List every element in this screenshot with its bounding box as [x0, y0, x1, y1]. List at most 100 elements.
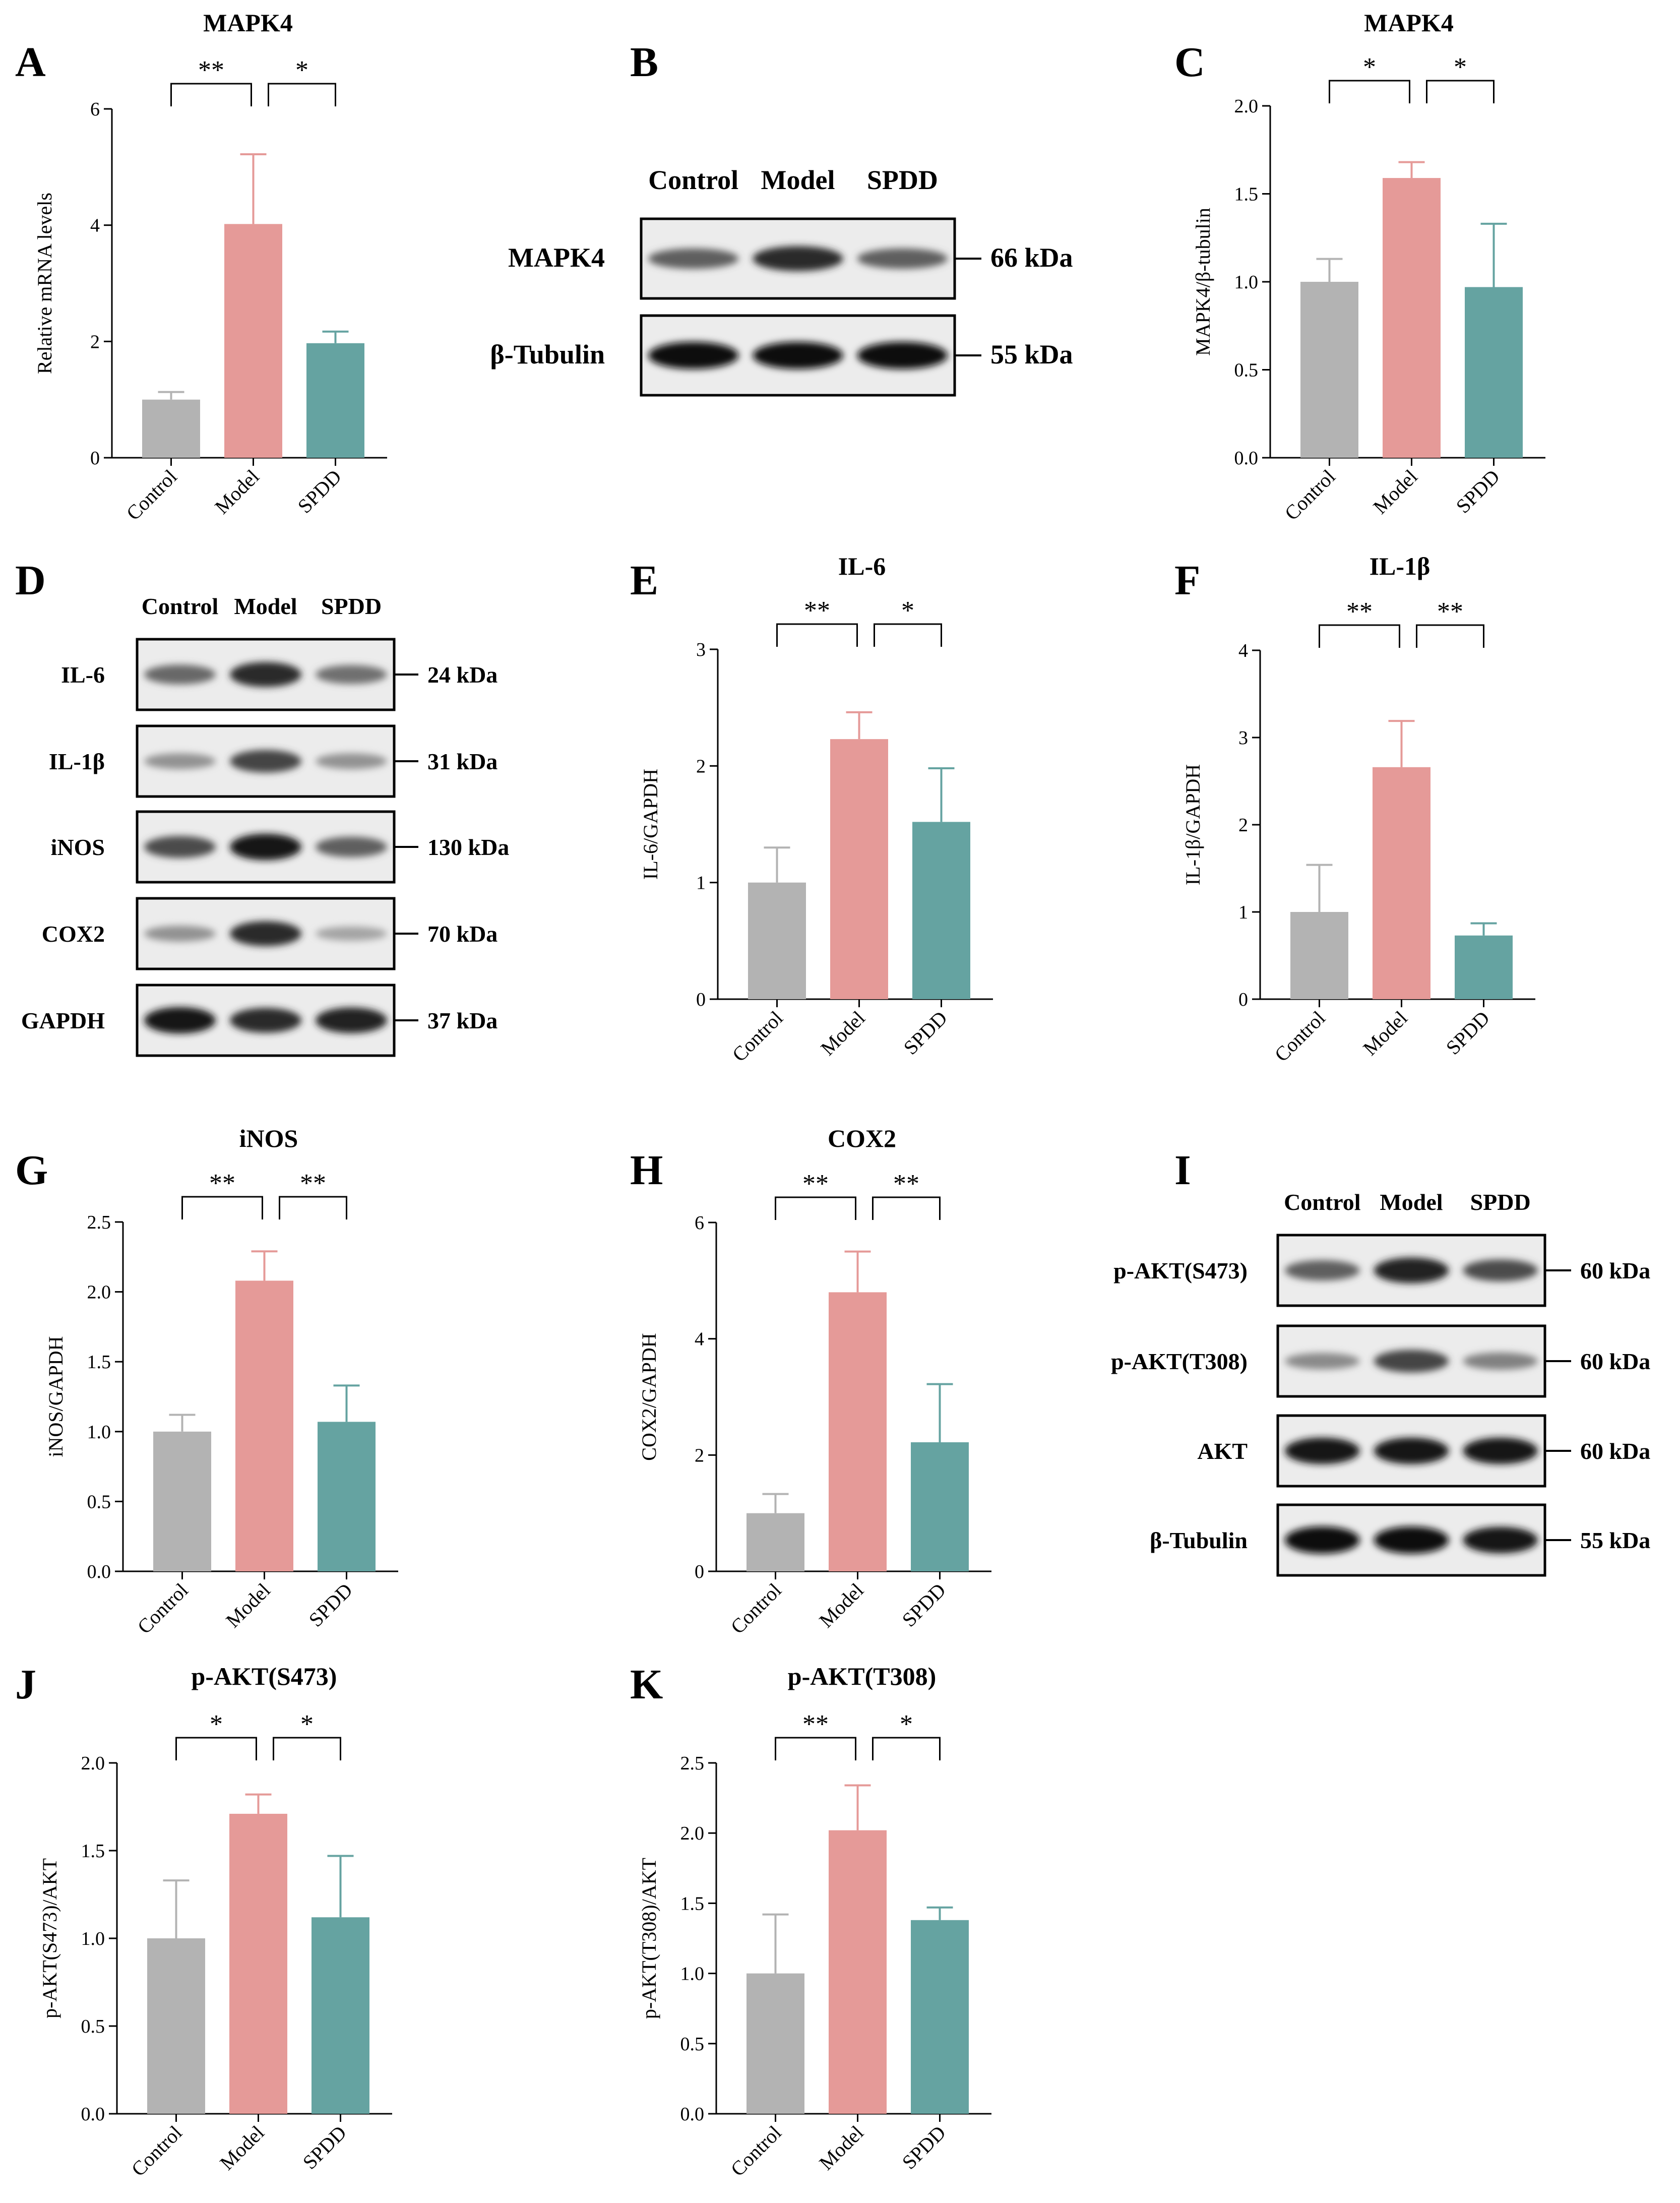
bar-spdd [312, 1917, 369, 2114]
bar-spdd [911, 1442, 969, 1571]
y-axis-label: p-AKT(S473)/AKT [38, 1858, 61, 2018]
significance-label: ** [209, 1169, 235, 1198]
bar-spdd [912, 822, 970, 999]
blot-band [316, 1007, 387, 1033]
panel-letter-d: D [15, 557, 46, 604]
blot-band [144, 926, 216, 942]
bar-spdd [318, 1422, 376, 1571]
blot-row-label: MAPK4 [508, 242, 605, 273]
y-tick-label: 4 [695, 1329, 704, 1350]
y-axis-label: IL-1β/GAPDH [1181, 764, 1204, 885]
y-tick-label: 2 [90, 331, 100, 352]
bar-control [746, 1513, 804, 1571]
y-tick-label: 2.5 [87, 1212, 111, 1233]
bar-spdd [1455, 935, 1513, 999]
chart-title: p-AKT(T308) [788, 1662, 936, 1690]
blot-d: Control Model SPDD IL-6 24 kDa IL-1β 31 kDa iNO… [21, 593, 509, 1057]
blot-row-label: β-Tubulin [1150, 1527, 1248, 1553]
chart-title: IL-1β [1370, 552, 1430, 580]
chart-title: MAPK4 [203, 9, 293, 37]
blot-band [857, 248, 948, 269]
y-tick-label: 0 [695, 1561, 704, 1582]
y-tick-label: 0.0 [81, 2104, 105, 2125]
chart-title: p-AKT(S473) [192, 1662, 337, 1690]
significance-bracket [279, 1196, 347, 1219]
bar-model [224, 224, 282, 458]
blot-band [230, 833, 301, 861]
significance-label: ** [1437, 597, 1463, 626]
significance-bracket [273, 1737, 341, 1760]
blot-band [1463, 1526, 1538, 1554]
blot-band [1374, 1437, 1449, 1464]
blot-band [1285, 1437, 1360, 1464]
chart-title: COX2 [828, 1124, 896, 1152]
significance-label: ** [1346, 597, 1373, 626]
y-tick-label: 2.0 [81, 1753, 105, 1774]
kda-label: 70 kDa [427, 921, 497, 947]
x-tick-label: Model [815, 2121, 868, 2175]
y-axis-label: p-AKT(T308)/AKT [638, 1858, 660, 2019]
blot-band [1463, 1352, 1538, 1370]
blot-band [857, 342, 948, 369]
y-axis-label: COX2/GAPDH [638, 1333, 660, 1460]
y-tick-label: 6 [90, 99, 100, 120]
bar-control [1300, 282, 1358, 458]
significance-label: * [1363, 53, 1376, 82]
kda-label: 55 kDa [1580, 1527, 1650, 1553]
significance-label: * [300, 1710, 314, 1739]
y-tick-label: 1.0 [81, 1928, 105, 1949]
significance-bracket [175, 1737, 257, 1760]
kda-label: 66 kDa [990, 242, 1073, 273]
y-tick-label: 1.5 [680, 1893, 705, 1914]
lane-label: SPDD [321, 593, 382, 619]
blot-band [1285, 1526, 1360, 1554]
blot-band [1374, 1526, 1449, 1554]
chart-title: MAPK4 [1364, 9, 1454, 37]
lane-label: Control [648, 165, 738, 195]
panel-letter-g: G [15, 1147, 48, 1194]
blot-band [753, 246, 843, 271]
significance-label: ** [804, 596, 830, 625]
y-tick-label: 0 [696, 989, 706, 1010]
bar-spdd [911, 1920, 969, 2114]
kda-label: 55 kDa [990, 339, 1073, 370]
kda-label: 60 kDa [1580, 1438, 1650, 1464]
panel-letter-a: A [15, 39, 46, 86]
y-tick-label: 4 [1238, 640, 1248, 661]
blot-row-label: IL-1β [49, 749, 105, 774]
bar-model [829, 1292, 887, 1571]
chart-title: IL-6 [838, 552, 886, 580]
kda-label: 130 kDa [427, 834, 509, 860]
significance-label: * [210, 1710, 223, 1739]
lane-label: SPDD [1470, 1189, 1531, 1215]
y-axis-label: iNOS/GAPDH [44, 1336, 67, 1457]
blot-row-label: COX2 [42, 921, 105, 947]
blot-band [144, 664, 216, 685]
blot-band [144, 1007, 216, 1034]
y-tick-label: 2 [695, 1445, 704, 1466]
lane-label: Model [234, 593, 297, 619]
blot-band [230, 1008, 301, 1033]
bar-model [1373, 767, 1430, 999]
blot-b: Control Model SPDD MAPK4 66 kDa β-Tubulin 55 k… [490, 165, 1073, 397]
y-tick-label: 1 [1238, 902, 1248, 923]
blot-band [316, 665, 387, 684]
lane-label: Control [142, 593, 219, 619]
panel-letter-f: F [1174, 557, 1201, 604]
bar-model [235, 1280, 293, 1571]
lane-label: SPDD [867, 165, 938, 195]
y-tick-label: 3 [696, 639, 706, 660]
y-tick-label: 2 [696, 756, 706, 777]
panel-letter-c: C [1174, 39, 1205, 86]
bar-control [1290, 912, 1348, 999]
y-axis-label: MAPK4/β-tubulin [1192, 208, 1214, 356]
blot-row-label: AKT [1197, 1438, 1248, 1464]
significance-bracket [268, 83, 336, 106]
blot-band [144, 836, 216, 858]
y-tick-label: 1 [696, 873, 706, 894]
significance-label: * [901, 596, 914, 625]
lane-label: Model [761, 165, 835, 195]
